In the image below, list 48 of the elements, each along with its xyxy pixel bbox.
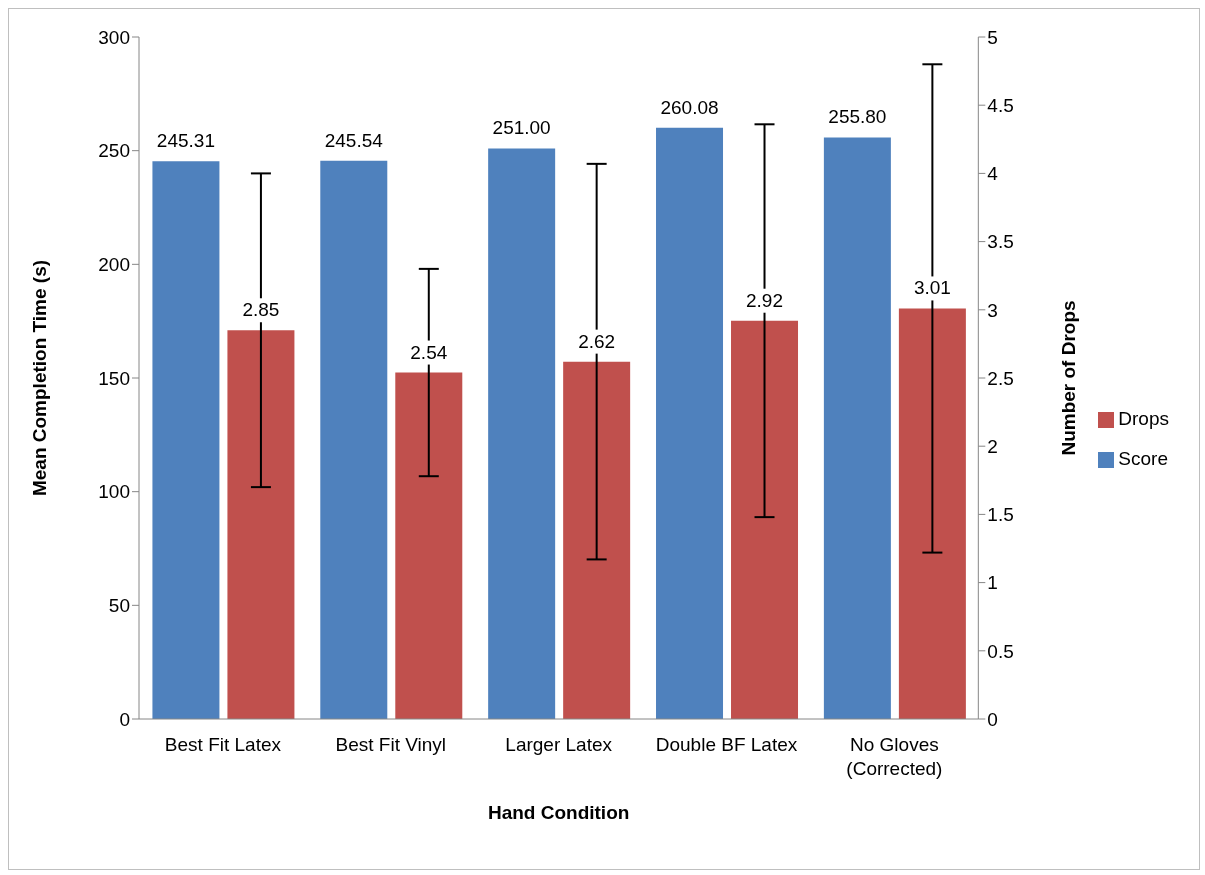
y-tick-label: 100	[98, 481, 130, 503]
data-label: 251.00	[492, 117, 551, 139]
data-label: 255.80	[828, 106, 887, 128]
bar	[823, 137, 891, 719]
bar	[656, 127, 724, 719]
x-axis-title: Hand Condition	[487, 802, 630, 823]
bar	[731, 320, 799, 719]
data-label: 2.85	[242, 299, 280, 321]
y2-tick-label: 3.5	[987, 231, 1014, 253]
y-tick-label: 150	[98, 367, 130, 389]
data-label: 245.31	[156, 130, 215, 152]
bar	[563, 361, 631, 719]
x-tick-label: Best Fit Vinyl	[335, 734, 447, 755]
y2-tick-label: 0	[987, 708, 998, 730]
bar	[898, 308, 966, 719]
bar	[320, 160, 388, 719]
bar	[152, 161, 220, 719]
bar	[395, 372, 463, 719]
y2-tick-label: 1	[987, 572, 998, 594]
y2-axis-title: Number of Drops	[1058, 300, 1080, 456]
y2-tick-label: 2.5	[987, 367, 1014, 389]
legend-label: Drops	[1118, 408, 1169, 429]
y2-tick-label: 5	[987, 26, 998, 48]
y-tick-label: 0	[119, 708, 130, 730]
data-label: 2.92	[746, 289, 784, 311]
y-tick-label: 250	[98, 140, 130, 162]
y2-tick-label: 0.5	[987, 640, 1014, 662]
x-tick-label: No Gloves (Corrected)	[846, 734, 943, 779]
x-tick-label: Best Fit Latex	[164, 734, 282, 755]
y-tick-label: 200	[98, 254, 130, 276]
data-label: 245.54	[324, 129, 384, 151]
y2-tick-label: 4	[987, 163, 999, 185]
y-tick-label: 50	[108, 595, 130, 617]
bar	[488, 148, 556, 719]
y2-tick-label: 4.5	[987, 94, 1014, 116]
y-tick-label: 300	[98, 26, 130, 48]
x-tick-label: Double BF Latex	[655, 734, 798, 755]
x-tick-label: Larger Latex	[505, 734, 613, 755]
legend-label: Score	[1118, 448, 1168, 469]
y-axis-title: Mean Completion Time (s)	[28, 259, 50, 497]
y2-tick-label: 1.5	[987, 504, 1014, 526]
data-label: 2.54	[410, 341, 448, 363]
y2-tick-label: 2	[987, 435, 998, 457]
data-label: 2.62	[578, 330, 616, 352]
y2-tick-label: 3	[987, 299, 998, 321]
data-label: 260.08	[660, 96, 719, 118]
data-label: 3.01	[913, 277, 951, 299]
bar	[227, 330, 295, 719]
